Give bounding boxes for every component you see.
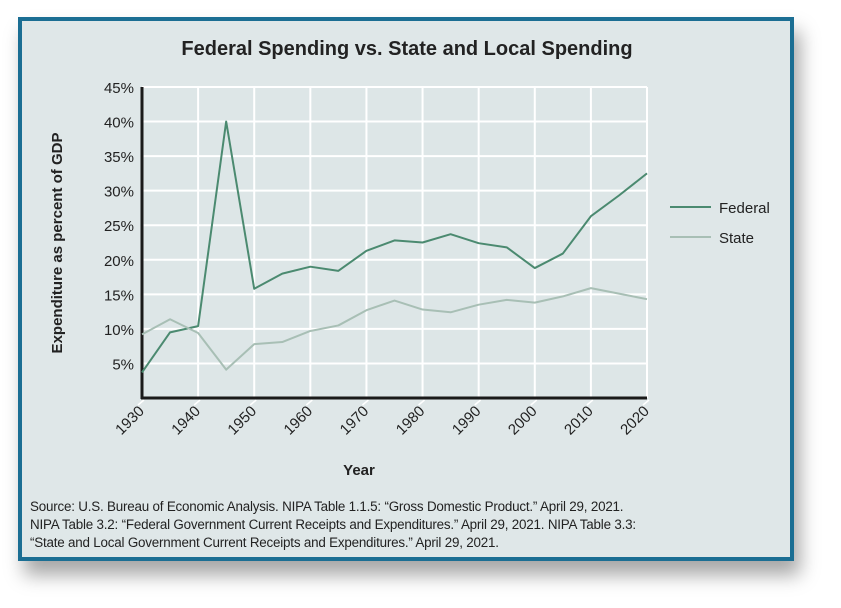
- y-tick-label: 5%: [112, 356, 134, 373]
- y-axis-label: Expenditure as percent of GDP: [49, 133, 66, 354]
- x-tick-mark: [249, 399, 257, 406]
- y-tick-label: 10%: [104, 322, 134, 339]
- y-tick-label: 30%: [104, 184, 134, 201]
- x-tick-mark: [642, 399, 650, 406]
- y-tick-label: 25%: [104, 218, 134, 235]
- series-line-federal: [141, 120, 648, 374]
- x-tick-mark: [586, 399, 594, 406]
- y-tick-label: 20%: [104, 253, 134, 270]
- x-tick-label: 2000: [505, 403, 541, 439]
- x-tick-label: 2010: [561, 403, 597, 439]
- x-tick-mark: [305, 399, 313, 406]
- y-tick-label: 40%: [104, 115, 134, 132]
- source-line: Source: U.S. Bureau of Economic Analysis…: [30, 499, 624, 514]
- legend-label-federal: Federal: [719, 200, 770, 217]
- x-tick-label: 2020: [617, 403, 653, 439]
- x-axis-label: Year: [343, 462, 375, 479]
- y-tick-label: 15%: [104, 287, 134, 304]
- x-tick-mark: [137, 399, 145, 406]
- axes: [140, 87, 647, 400]
- chart-title: Federal Spending vs. State and Local Spe…: [181, 38, 632, 60]
- x-tick-label: 1970: [337, 403, 373, 439]
- x-tick-label: 1960: [281, 403, 317, 439]
- x-tick-mark: [418, 399, 426, 406]
- series-lines: [141, 120, 648, 374]
- x-tick-mark: [530, 399, 538, 406]
- plot-area: [142, 87, 647, 398]
- legend: Federal State: [670, 200, 770, 247]
- x-tick-label: 1950: [224, 403, 260, 439]
- x-tick-label: 1980: [393, 403, 429, 439]
- x-tick-label: 1930: [112, 403, 148, 439]
- grid: [137, 86, 650, 406]
- source-line: “State and Local Government Current Rece…: [30, 535, 499, 550]
- x-tick-mark: [474, 399, 482, 406]
- x-tick-mark: [193, 399, 201, 406]
- source-line: NIPA Table 3.2: “Federal Government Curr…: [30, 517, 636, 532]
- x-tick-label: 1990: [449, 403, 485, 439]
- source-note: Source: U.S. Bureau of Economic Analysis…: [30, 498, 770, 552]
- x-tick-mark: [361, 399, 369, 406]
- y-tick-label: 45%: [104, 80, 134, 97]
- legend-label-state: State: [719, 230, 754, 247]
- y-tick-label: 35%: [104, 149, 134, 166]
- series-line-state: [141, 287, 648, 371]
- x-tick-label: 1940: [168, 403, 204, 439]
